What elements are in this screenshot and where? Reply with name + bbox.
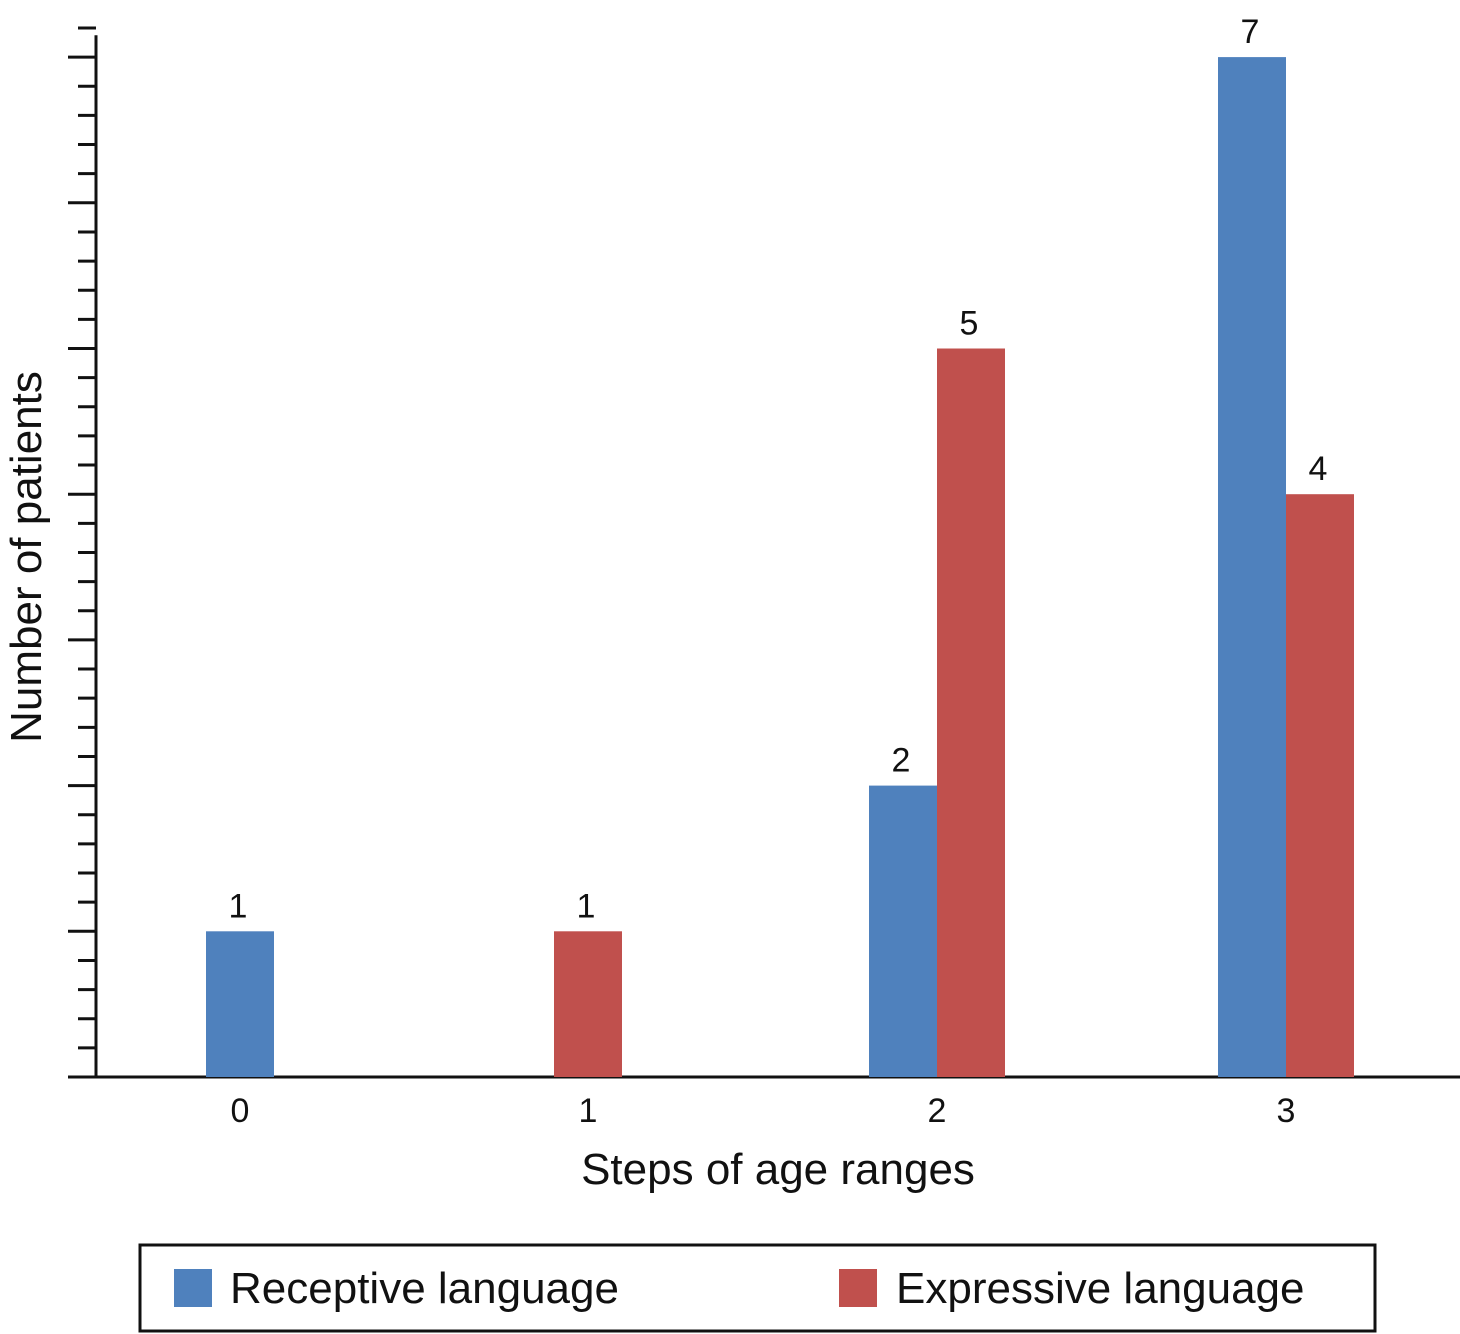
data-label-expressive-3: 4 bbox=[1309, 450, 1328, 488]
bar-receptive-0 bbox=[206, 931, 274, 1077]
bar-receptive-3 bbox=[1218, 57, 1286, 1078]
data-labels: 1 1 2 5 7 4 bbox=[229, 13, 1328, 925]
x-tick-label: 3 bbox=[1277, 1092, 1296, 1130]
legend-swatch-expressive bbox=[839, 1269, 877, 1307]
x-axis-title: Steps of age ranges bbox=[581, 1145, 975, 1194]
x-tick-label: 1 bbox=[579, 1092, 598, 1130]
legend-swatch-receptive bbox=[174, 1269, 212, 1307]
legend-box bbox=[138, 1243, 1377, 1333]
legend-label-expressive: Expressive language bbox=[896, 1264, 1304, 1313]
data-label-expressive-1: 1 bbox=[577, 887, 596, 925]
x-tick-label: 2 bbox=[928, 1092, 947, 1130]
bar-receptive-2 bbox=[869, 785, 937, 1077]
bars bbox=[206, 57, 1354, 1078]
legend: Receptive language Expressive language bbox=[138, 1243, 1377, 1333]
data-label-receptive-3: 7 bbox=[1241, 13, 1260, 51]
x-tick-label: 0 bbox=[231, 1092, 250, 1130]
y-axis-title: Number of patients bbox=[2, 371, 51, 743]
legend-label-receptive: Receptive language bbox=[230, 1264, 619, 1313]
bar-expressive-1 bbox=[554, 931, 622, 1077]
bar-expressive-2 bbox=[937, 348, 1005, 1077]
data-label-expressive-2: 5 bbox=[960, 305, 979, 343]
data-label-receptive-2: 2 bbox=[892, 742, 911, 780]
data-label-receptive-0: 1 bbox=[229, 887, 248, 925]
bar-expressive-3 bbox=[1286, 494, 1354, 1077]
